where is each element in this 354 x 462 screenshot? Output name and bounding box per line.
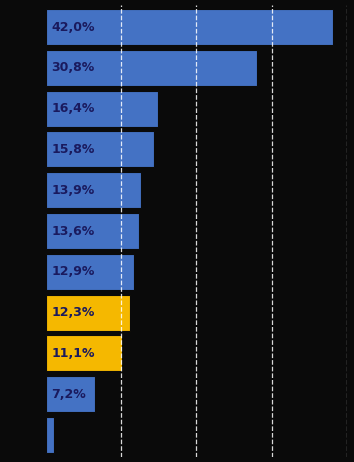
Bar xyxy=(46,91,158,127)
Bar xyxy=(46,9,333,45)
Bar xyxy=(46,417,54,453)
Text: 16,4%: 16,4% xyxy=(51,102,95,115)
Bar xyxy=(46,50,257,86)
Text: 7,2%: 7,2% xyxy=(51,388,86,401)
Bar xyxy=(46,213,139,249)
Text: 12,3%: 12,3% xyxy=(51,306,95,319)
Bar xyxy=(46,254,134,290)
Text: 11,1%: 11,1% xyxy=(51,347,95,360)
Bar xyxy=(46,295,130,330)
Bar xyxy=(46,376,95,412)
Text: 13,9%: 13,9% xyxy=(51,184,95,197)
Bar xyxy=(46,335,122,371)
Text: 30,8%: 30,8% xyxy=(51,61,95,74)
Bar xyxy=(46,132,154,167)
Text: 42,0%: 42,0% xyxy=(51,20,95,34)
Text: 13,6%: 13,6% xyxy=(51,225,95,237)
Text: 12,9%: 12,9% xyxy=(51,265,95,278)
Bar xyxy=(46,172,141,208)
Text: 15,8%: 15,8% xyxy=(51,143,95,156)
